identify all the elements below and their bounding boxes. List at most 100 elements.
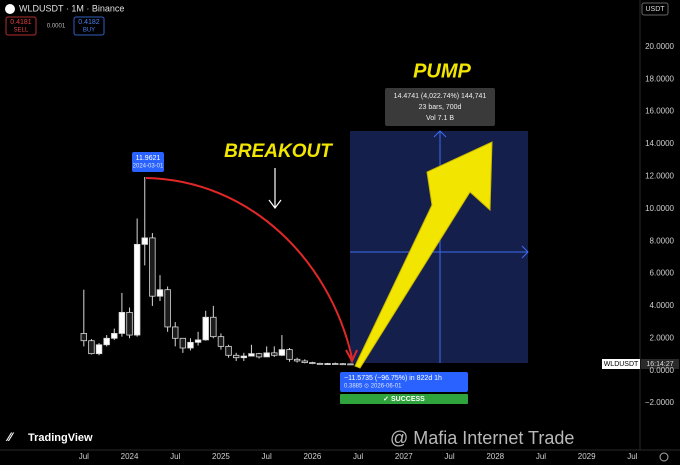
- y-tick-label: 12.0000: [645, 171, 674, 180]
- candle-body: [126, 311, 133, 336]
- pump-arrow: [354, 141, 493, 369]
- candle-body: [202, 316, 209, 341]
- settings-icon[interactable]: [659, 452, 669, 462]
- candle-body: [179, 337, 187, 349]
- candle-body: [164, 289, 171, 328]
- candle-body: [210, 316, 217, 338]
- success-box: [340, 394, 468, 404]
- drop-label-box: [340, 372, 468, 392]
- x-tick-label: Jul: [170, 452, 180, 461]
- measure-tooltip: [385, 88, 495, 126]
- measure-arrowheads: [433, 130, 529, 259]
- currency: USDT: [645, 6, 665, 13]
- spread: 0.0001: [47, 24, 66, 30]
- symbol-badge: WLDUSDT: [604, 361, 639, 368]
- x-tick-label: Jul: [536, 452, 546, 461]
- candle-body: [141, 237, 148, 245]
- measure-text: 14.4741 (4,022.74%) 144,741: [394, 93, 487, 100]
- x-tick-label: 2024: [121, 452, 139, 461]
- x-tick-label: 2028: [486, 452, 504, 461]
- countdown-box: [641, 359, 679, 369]
- candle-body: [240, 355, 248, 359]
- candle-body: [187, 341, 194, 349]
- sell-label: SELL: [14, 28, 29, 34]
- candle-body: [225, 345, 232, 356]
- candle-body: [194, 339, 202, 343]
- candle-body: [88, 340, 95, 355]
- y-tick-label: 16.0000: [645, 107, 674, 116]
- y-tick-label: 14.0000: [645, 139, 674, 148]
- measure-text: 23 bars, 700d: [419, 104, 462, 111]
- candle-body: [118, 311, 126, 334]
- candle-body: [263, 352, 270, 358]
- candle-body: [95, 344, 103, 355]
- x-tick-label: 2029: [578, 452, 596, 461]
- breakout-text: BREAKOUT: [224, 141, 333, 162]
- x-tick-label: Jul: [79, 452, 89, 461]
- candle-body: [301, 360, 308, 363]
- watermark: @ Mafia Internet Trade: [390, 428, 574, 448]
- x-tick-label: Jul: [627, 452, 637, 461]
- candle-body: [232, 354, 240, 359]
- y-tick-label: 20.0000: [645, 42, 674, 51]
- y-tick-label: 8.0000: [650, 236, 675, 245]
- candle-body: [255, 353, 263, 358]
- drop-curve: [145, 177, 353, 359]
- x-tick-label: Jul: [262, 452, 272, 461]
- x-tick-label: 2025: [212, 452, 230, 461]
- candle-body: [80, 333, 88, 342]
- y-tick-label: 0.0000: [650, 366, 675, 375]
- buy-label: BUY: [83, 28, 95, 34]
- high-date: 2024-03-01: [133, 164, 164, 170]
- candle-body: [286, 349, 293, 360]
- candle-body: [217, 336, 225, 347]
- high-label: 11.9621: [136, 155, 161, 162]
- candle-body: [248, 353, 255, 357]
- candle-body: [332, 363, 339, 365]
- candle-body: [149, 237, 156, 297]
- low-label: 0.3885 ⊙ 2026-06-01: [344, 384, 402, 390]
- symbol-badge-box: [602, 359, 640, 369]
- y-tick-label: −2.0000: [645, 398, 675, 407]
- symbol-title: WLDUSDT · 1M · Binance: [19, 3, 124, 13]
- symbol-icon: [5, 4, 15, 14]
- buy-button[interactable]: [73, 16, 105, 36]
- candle-body: [316, 362, 324, 365]
- candle-body: [111, 333, 118, 339]
- success-label: ✓ SUCCESS: [383, 396, 425, 403]
- buy-price: 0.4182: [78, 19, 100, 26]
- y-tick-label: 18.0000: [645, 74, 674, 83]
- candle-body: [172, 326, 179, 339]
- y-tick-label: 10.0000: [645, 204, 674, 213]
- x-tick-label: 2026: [303, 452, 321, 461]
- tv-logo: ⁄⁄: [5, 430, 15, 444]
- brand: TradingView: [28, 432, 93, 444]
- x-tick-label: Jul: [444, 452, 454, 461]
- sell-button[interactable]: [5, 16, 37, 36]
- sell-price: 0.4181: [10, 19, 32, 26]
- currency-button[interactable]: [641, 2, 669, 16]
- drop-arrowhead: [345, 349, 358, 364]
- y-tick-label: 4.0000: [650, 301, 675, 310]
- breakout-arrow: [268, 168, 282, 209]
- drop-label: −11.5735 (−96.75%) in 822d 1h: [344, 375, 442, 382]
- measure-text: Vol 7.1 B: [426, 115, 454, 122]
- countdown: 16:14:27: [646, 361, 673, 368]
- candle-body: [278, 349, 286, 356]
- y-tick-label: 2.0000: [650, 333, 675, 342]
- candle-body: [324, 363, 331, 365]
- candle-body: [293, 358, 301, 362]
- candle-body: [156, 289, 164, 297]
- candle-body: [339, 363, 347, 366]
- candle-body: [133, 243, 141, 336]
- candles: [80, 176, 354, 366]
- x-tick-label: 2027: [395, 452, 413, 461]
- high-label-box: [132, 152, 164, 172]
- candle-body: [309, 362, 316, 364]
- candle-body: [347, 363, 354, 366]
- x-tick-label: Jul: [353, 452, 363, 461]
- y-tick-label: 6.0000: [650, 269, 675, 278]
- candle-body: [271, 352, 278, 356]
